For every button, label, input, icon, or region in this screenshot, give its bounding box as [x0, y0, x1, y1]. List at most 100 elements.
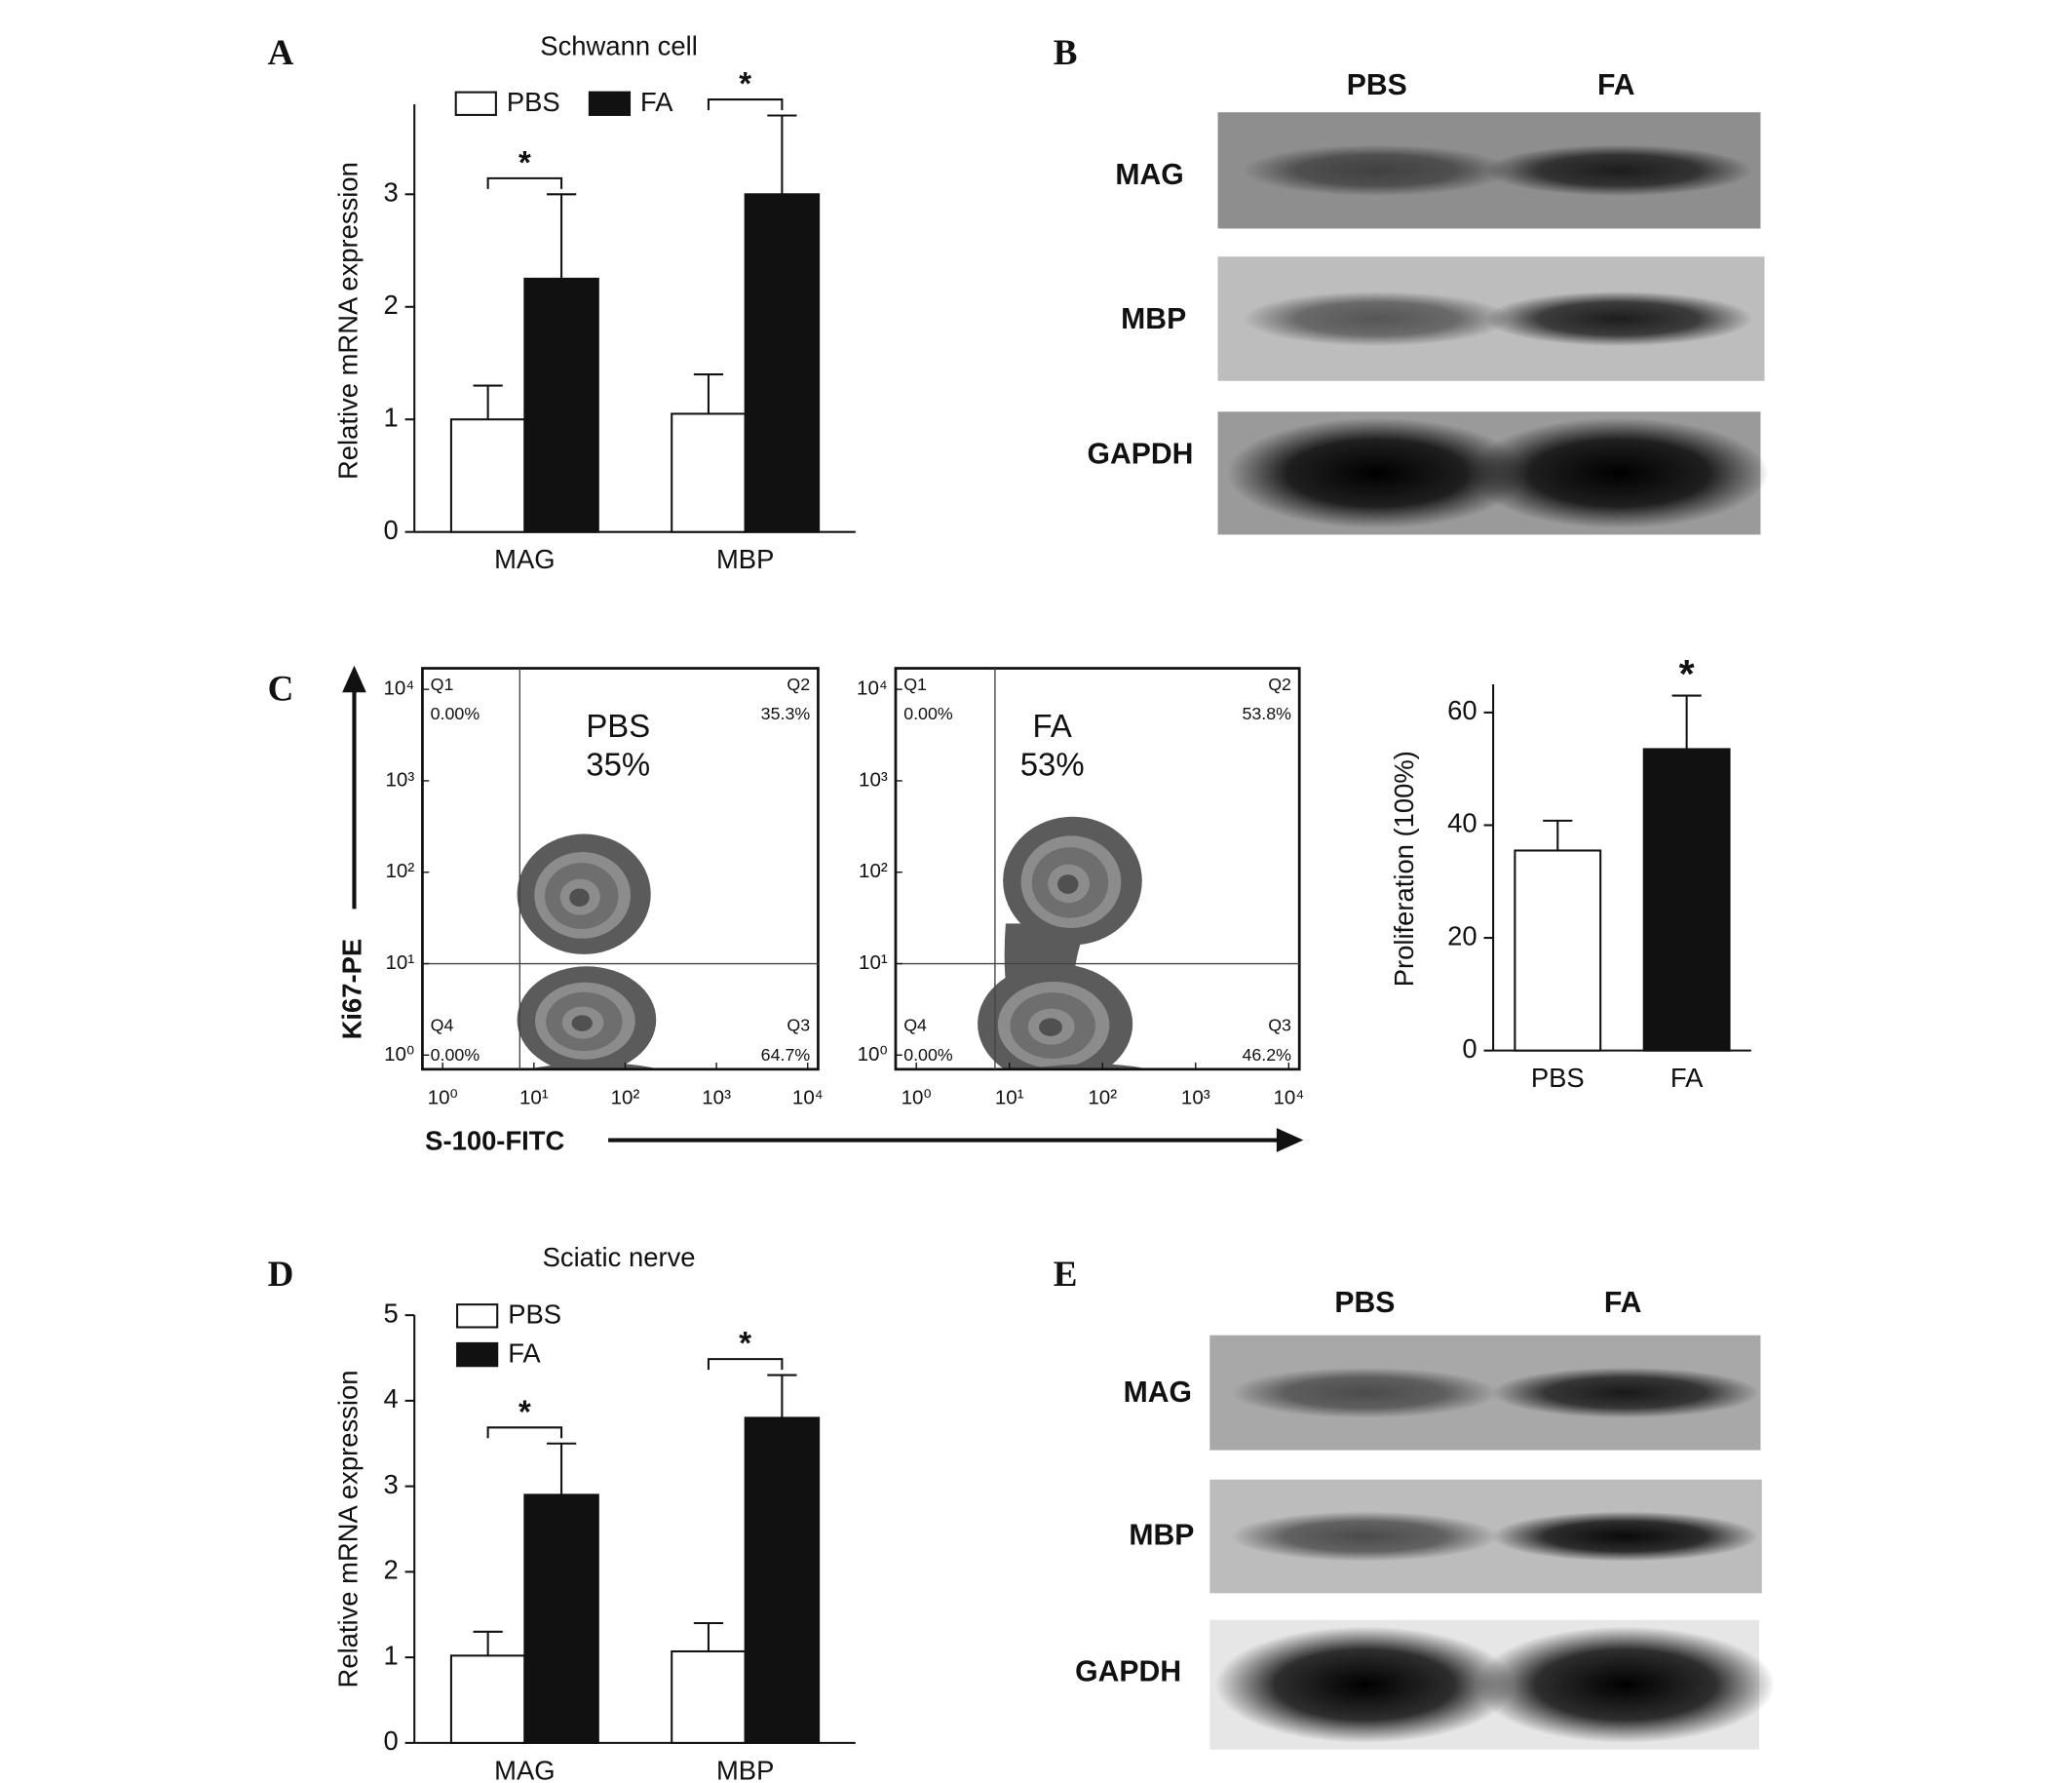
x-tick-label: PBS: [1531, 1063, 1585, 1093]
y-tick-label: 0: [383, 1725, 398, 1756]
panel-label: E: [1054, 1255, 1078, 1295]
error-bar: [1543, 819, 1573, 851]
contour: [569, 888, 590, 907]
quadrant-value: 64.7%: [761, 1045, 811, 1065]
error-bar: [1671, 694, 1702, 750]
plot-annotation: 35%: [586, 747, 650, 783]
y-axis-label: Proliferation (100%): [1389, 751, 1419, 987]
protein-band: [1243, 144, 1511, 197]
y-tick-label: 10⁰: [858, 1043, 888, 1066]
protein-band: [1491, 1511, 1760, 1562]
error-bar: [693, 373, 724, 414]
y-tick-label: 10⁴: [857, 678, 888, 700]
lane-label: FA: [1597, 69, 1635, 101]
protein-band: [1214, 1626, 1516, 1744]
contour: [1057, 874, 1079, 894]
significance-bracket: [707, 98, 784, 111]
error-bar: [767, 114, 797, 195]
x-tick-label: 10⁴: [792, 1086, 824, 1108]
panel-label: D: [268, 1255, 294, 1295]
significance-mark: *: [518, 144, 531, 180]
y-tick-label: 4: [383, 1383, 398, 1414]
bar: [1514, 849, 1602, 1052]
x-tick-label: 10¹: [995, 1086, 1024, 1108]
plot-frame: [894, 667, 1301, 1071]
legend-swatch: [454, 91, 497, 116]
y-axis-label: Relative mRNA expression: [333, 1371, 364, 1688]
x-tick-label: 10⁴: [1273, 1086, 1304, 1108]
protein-band: [1227, 417, 1527, 529]
quadrant-value: 35.3%: [761, 704, 811, 723]
legend-label: PBS: [507, 87, 560, 117]
error-bar: [473, 1630, 503, 1656]
protein-band: [1231, 1367, 1499, 1418]
error-bar: [473, 384, 503, 420]
bar: [671, 412, 747, 533]
y-tick-label: 20: [1447, 920, 1477, 950]
quadrant-name: Q3: [1268, 1016, 1291, 1035]
y-axis-label: Relative mRNA expression: [333, 162, 364, 480]
panel-label: B: [1054, 33, 1078, 73]
quadrant-name: Q4: [431, 1016, 454, 1035]
plot-name: PBS: [586, 708, 650, 744]
bar: [449, 1654, 526, 1744]
plot-frame: [421, 667, 820, 1071]
significance-mark: *: [739, 65, 751, 101]
density-plot: [517, 833, 661, 1069]
legend-swatch: [588, 91, 632, 116]
y-tick-label: 10⁴: [383, 678, 414, 700]
y-tick-label: 5: [383, 1298, 398, 1328]
quadrant-name: Q2: [787, 675, 810, 694]
lane-label: FA: [1604, 1287, 1642, 1319]
quadrant-name: Q3: [787, 1016, 810, 1035]
bar: [744, 1416, 821, 1744]
error-bar: [546, 193, 577, 279]
contour: [571, 1015, 593, 1031]
protein-band: [1231, 1511, 1499, 1562]
bar: [523, 1493, 599, 1744]
arrow-head: [342, 665, 366, 693]
chart-title: Sciatic nerve: [543, 1242, 696, 1272]
quadrant-value: 0.00%: [903, 704, 953, 723]
protein-band: [1491, 1367, 1760, 1418]
y-tick-label: 0: [1462, 1033, 1477, 1064]
y-tick-label: 0: [383, 515, 398, 545]
x-tick-label: 10³: [1181, 1086, 1210, 1108]
y-tick-label: 10³: [859, 768, 888, 791]
lane-label: PBS: [1347, 69, 1407, 101]
legend-label: FA: [508, 1338, 541, 1369]
x-tick-label: MAG: [494, 1755, 555, 1783]
bar: [449, 418, 526, 533]
y-tick-label: 2: [383, 1555, 398, 1585]
y-tick-label: 3: [383, 177, 398, 208]
quadrant-name: Q1: [903, 675, 927, 694]
y-tick-label: 1: [383, 1640, 398, 1670]
protein-band: [1469, 417, 1769, 529]
contour: [526, 1062, 661, 1069]
y-tick-label: 10²: [385, 860, 414, 882]
y-tick-label: 1: [383, 402, 398, 432]
error-bar: [767, 1374, 797, 1418]
legend-label: FA: [640, 87, 673, 117]
x-tick-label: FA: [1670, 1063, 1704, 1093]
quadrant-value: 46.2%: [1242, 1045, 1291, 1065]
lane-label: PBS: [1334, 1287, 1395, 1319]
row-label: MAG: [1115, 159, 1183, 191]
bar: [523, 277, 599, 533]
x-tick-label: 10⁰: [428, 1086, 458, 1108]
y-tick-label: 10⁰: [384, 1043, 414, 1066]
y-tick-label: 2: [383, 290, 398, 320]
error-bar: [693, 1621, 724, 1651]
bar: [744, 193, 821, 533]
legend-swatch: [456, 1303, 499, 1329]
plot-annotation: 53%: [1020, 747, 1085, 783]
contour: [1039, 1018, 1062, 1036]
x-tick-label: 10⁰: [902, 1086, 932, 1108]
quadrant-name: Q1: [431, 675, 454, 694]
legend-label: PBS: [508, 1299, 561, 1330]
significance-bracket: [486, 1426, 563, 1439]
x-tick-label: 10³: [702, 1086, 731, 1108]
panel-label: C: [268, 670, 294, 710]
